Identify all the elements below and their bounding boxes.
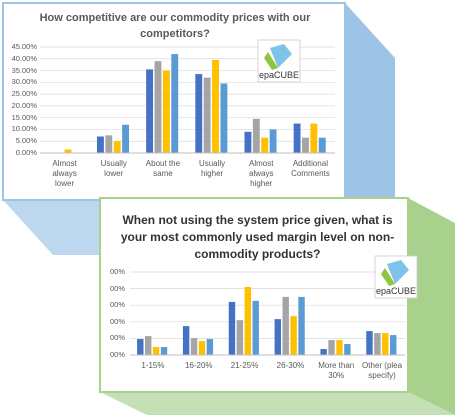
bar [190, 338, 198, 355]
bar [244, 286, 251, 355]
x-tick-label: More than 30% [318, 361, 355, 380]
bar [366, 331, 373, 355]
logo-icon [381, 268, 395, 286]
bar [374, 333, 381, 355]
bar [195, 74, 203, 153]
bar [122, 124, 130, 153]
bar [228, 301, 236, 355]
bar [113, 141, 121, 153]
bar [382, 333, 389, 355]
bar [269, 129, 277, 153]
y-tick-label: 10.00% [11, 124, 37, 134]
bar [64, 149, 72, 153]
y-tick-label: 00% [109, 283, 125, 293]
y-tick-label: 0.00% [15, 148, 37, 157]
bar [298, 296, 305, 355]
bar [236, 320, 244, 355]
logo-text: epaCUBE [258, 70, 300, 80]
bar [105, 135, 113, 153]
y-tick-label: 00% [109, 300, 125, 310]
y-tick-label: 30.00% [11, 77, 37, 87]
bar [328, 340, 335, 355]
bar [244, 131, 252, 153]
bar [203, 77, 211, 153]
bar [154, 61, 162, 154]
bar [261, 137, 269, 153]
y-tick-label: 35.00% [11, 65, 37, 75]
bar [310, 123, 318, 153]
x-tick-label: Usually higher [198, 159, 226, 178]
bar [252, 300, 259, 355]
x-tick-label: Usually lower [100, 159, 127, 178]
y-tick-label: 5.00% [15, 136, 37, 146]
box-side [408, 198, 455, 415]
bar [290, 316, 297, 355]
bar [390, 335, 397, 355]
logo-text: epaCUBE [375, 286, 417, 296]
box-bottom [100, 392, 455, 415]
bar [302, 137, 309, 153]
bar [320, 349, 327, 355]
y-tick-label: 25.00% [11, 89, 37, 99]
bar [212, 59, 219, 154]
x-tick-label: 21-25% [230, 361, 259, 370]
y-tick-label: 15.00% [11, 112, 37, 122]
bar [152, 347, 160, 355]
bar [282, 296, 289, 355]
logo-icon [264, 52, 278, 70]
x-tick-label: Almost always higher [249, 159, 274, 188]
y-tick-label: 00% [109, 267, 125, 276]
bar [182, 326, 190, 355]
bar [274, 319, 281, 355]
bar [145, 336, 152, 355]
x-tick-label: Additional Comments [291, 159, 330, 178]
x-tick-label: Other (plea specify) [362, 361, 403, 380]
bar [160, 347, 168, 355]
bar [252, 118, 260, 153]
y-tick-label: 45.00% [11, 42, 37, 51]
y-tick-label: 00% [109, 316, 125, 326]
bar [162, 70, 170, 153]
bar [198, 341, 206, 355]
x-tick-label: 26-30% [276, 361, 305, 370]
bar [336, 340, 343, 355]
x-tick-label: Almost always lower [52, 159, 77, 188]
box-side [345, 3, 395, 255]
y-tick-label: 00% [109, 350, 125, 359]
x-tick-label: 1-15% [141, 361, 165, 370]
y-tick-label: 20.00% [11, 100, 37, 110]
chart-title: How competitive are our commodity prices… [39, 12, 311, 40]
bar [146, 69, 154, 153]
bar [206, 339, 214, 355]
bar [220, 83, 228, 153]
bar [137, 339, 144, 355]
y-tick-label: 40.00% [11, 53, 37, 63]
bar [171, 54, 179, 153]
bar [344, 344, 351, 355]
bar [96, 136, 104, 153]
logo-icon [387, 260, 409, 284]
bar [293, 123, 301, 153]
logo-icon [270, 44, 292, 68]
bar [318, 137, 326, 153]
chart-title: When not using the system price given, w… [120, 213, 395, 261]
x-tick-label: 16-20% [184, 361, 213, 370]
y-tick-label: 00% [109, 333, 125, 343]
x-tick-label: About the same [145, 159, 181, 178]
